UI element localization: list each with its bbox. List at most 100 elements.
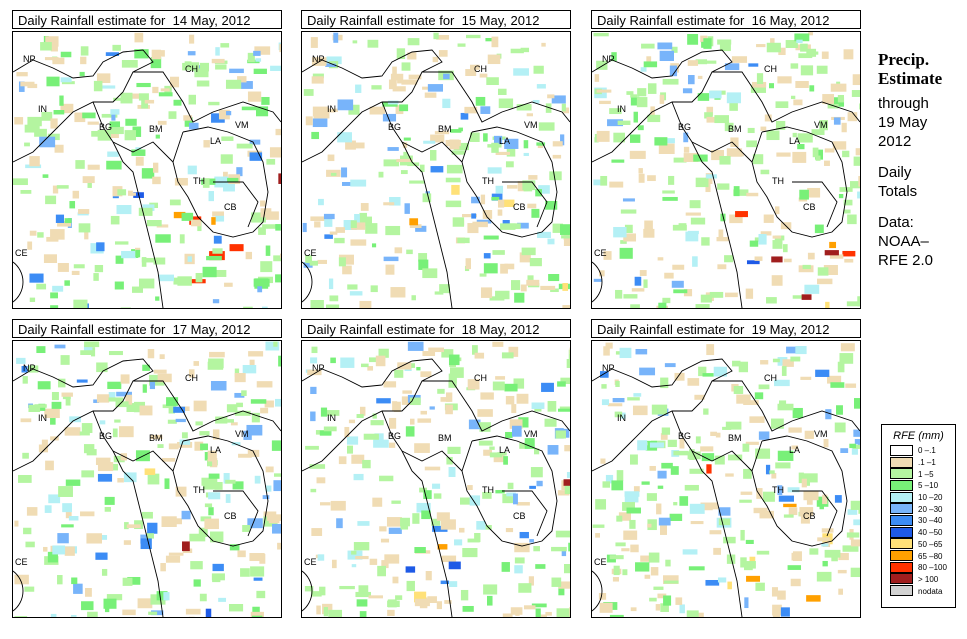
- panel-title: Daily Rainfall estimate for 16 May, 2012: [591, 10, 861, 29]
- rain-cell: [394, 369, 404, 378]
- rain-cell: [639, 270, 647, 276]
- rain-cell: [409, 397, 421, 406]
- rain-cell: [626, 507, 641, 514]
- rain-cell: [116, 205, 132, 215]
- rain-cell: [495, 376, 506, 380]
- rain-cell: [679, 496, 689, 506]
- rain-cell: [777, 450, 794, 461]
- rain-cell: [609, 555, 624, 560]
- rain-cell: [55, 214, 65, 223]
- rain-cell: [689, 503, 705, 514]
- rain-cell: [793, 99, 803, 106]
- country-label: NP: [602, 363, 615, 373]
- rain-cell: [408, 74, 422, 80]
- rain-cell: [830, 83, 847, 92]
- legend-item: nodata: [890, 585, 955, 597]
- rain-cell: [495, 490, 505, 494]
- rain-cell: [647, 519, 657, 531]
- rain-cell: [854, 398, 860, 409]
- rain-cell: [348, 419, 356, 424]
- rain-cell: [225, 494, 231, 503]
- rain-cell: [460, 589, 469, 601]
- rain-cell: [706, 106, 714, 116]
- rain-cell: [437, 544, 448, 550]
- rain-cell: [325, 304, 340, 308]
- rain-cell: [407, 162, 420, 167]
- rain-cell: [64, 218, 72, 224]
- rain-cell: [531, 208, 540, 218]
- rain-cell: [781, 366, 787, 376]
- rain-cell: [428, 347, 444, 353]
- rain-cell: [199, 593, 207, 602]
- rain-cell: [224, 282, 233, 287]
- rain-cell: [218, 109, 230, 120]
- rain-cell: [791, 552, 801, 561]
- rain-cell: [260, 407, 269, 414]
- rain-cell: [685, 231, 699, 242]
- rain-cell: [536, 480, 543, 487]
- rain-cell: [75, 160, 85, 169]
- legend-label: 20 –30: [918, 504, 943, 514]
- legend-item: 0 –.1: [890, 444, 955, 457]
- rain-cell: [352, 40, 358, 44]
- rain-cell: [695, 59, 708, 65]
- rain-cell: [740, 529, 745, 541]
- rain-cell: [83, 345, 93, 355]
- rain-cell: [568, 542, 570, 552]
- rain-cell: [600, 371, 609, 378]
- rain-cell: [71, 270, 80, 275]
- rain-cell: [555, 530, 570, 538]
- rain-cell: [144, 99, 155, 104]
- country-border: [112, 141, 174, 163]
- rain-cell: [123, 472, 137, 483]
- rain-cell: [64, 427, 81, 436]
- rain-cell: [518, 583, 532, 593]
- country-border: [213, 181, 259, 228]
- country-label: CE: [304, 557, 317, 567]
- rain-cell: [247, 449, 260, 457]
- rain-cell: [846, 301, 860, 307]
- rain-cell: [348, 104, 360, 115]
- rain-cell: [95, 457, 111, 465]
- rain-cell: [396, 158, 413, 163]
- rain-cell: [733, 186, 740, 197]
- rain-cell: [832, 141, 847, 150]
- rain-cell: [425, 571, 432, 581]
- rain-cell: [421, 510, 431, 520]
- rain-cell: [441, 555, 457, 563]
- rain-cell: [776, 152, 791, 157]
- rain-cell: [619, 347, 632, 359]
- rain-cell: [187, 165, 197, 175]
- rain-cell: [50, 305, 59, 308]
- rain-cell: [620, 209, 637, 214]
- rain-cell: [141, 257, 147, 267]
- country-border: [133, 380, 281, 432]
- rain-cell: [409, 418, 415, 425]
- country-label: BM: [438, 124, 452, 134]
- country-border: [133, 71, 281, 123]
- rain-cell: [249, 359, 255, 370]
- rain-cell: [705, 173, 713, 184]
- rain-cell: [839, 353, 854, 364]
- rain-cell: [189, 533, 206, 542]
- rain-cell: [474, 532, 481, 543]
- legend-item: 40 –50: [890, 526, 955, 539]
- rain-cell: [142, 384, 147, 393]
- rain-cell: [434, 131, 450, 135]
- rain-cell: [465, 69, 477, 76]
- rain-cell: [305, 445, 319, 450]
- rain-cell: [853, 519, 860, 526]
- rain-cell: [180, 406, 190, 411]
- rain-cell: [603, 251, 612, 260]
- rain-cell: [392, 86, 406, 92]
- rain-cell: [563, 479, 570, 486]
- rain-cell: [605, 342, 613, 349]
- rain-cell: [260, 200, 266, 207]
- rain-cell: [407, 52, 417, 60]
- rain-cell: [174, 177, 188, 186]
- rain-cell: [833, 117, 841, 125]
- rain-cell: [564, 484, 570, 494]
- rain-cell: [25, 541, 35, 548]
- country-border: [381, 410, 453, 617]
- rain-cell: [462, 214, 477, 218]
